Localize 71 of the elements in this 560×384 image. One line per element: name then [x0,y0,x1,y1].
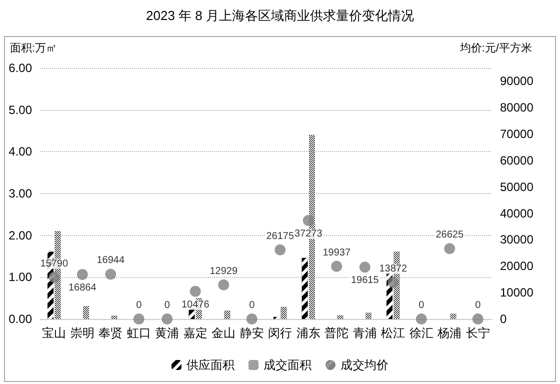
point [133,314,144,324]
point [302,215,314,226]
legend-label: 成交均价 [340,358,388,372]
data-label: 15790 [40,258,68,270]
point [388,276,399,288]
data-label: 16944 [96,255,125,266]
y-tick-label: 5.00 [8,102,32,117]
point [48,272,60,283]
legend-label: 供应面积 [186,358,234,372]
x-tick-label: 松江 [381,326,406,340]
y-tick-label: 0.00 [8,312,32,326]
y2-tick-label: 20000 [500,259,534,274]
y2-tick-label: 30000 [500,232,534,247]
point [416,314,427,324]
x-tick-label: 青浦 [352,326,377,340]
y2-tick-label: 70000 [500,127,534,142]
data-label: 10476 [181,299,210,310]
point [359,262,370,273]
y2-tick-label: 90000 [500,74,534,88]
x-tick-label: 徐汇 [409,326,434,340]
x-tick-label: 宝山 [42,326,66,340]
data-label: 16864 [68,282,97,294]
data-label: 13872 [379,263,408,274]
y-tick-label: 3.00 [8,186,32,200]
point [472,314,484,324]
x-tick-label: 崇明 [70,326,94,340]
data-label: 0 [249,300,256,311]
data-label: 37273 [294,228,323,240]
data-label: 26625 [436,230,464,241]
y2-tick-label: 40000 [500,206,534,220]
data-label: 26175 [266,230,294,242]
point [274,244,286,256]
y2-tick-label: 0 [500,312,507,326]
y-axis-title: 面积:万㎡ [10,42,58,54]
x-tick-label: 静安 [240,326,264,340]
point [105,268,116,280]
x-tick-label: 杨浦 [436,326,462,340]
x-tick-label: 长宁 [466,326,490,340]
point [218,279,230,290]
y-tick-label: 4.00 [8,144,32,159]
x-tick-label: 奉贤 [98,326,123,340]
y2-tick-label: 80000 [500,100,534,115]
data-label: 19937 [322,247,351,258]
data-label: 0 [164,300,170,311]
y-tick-label: 1.00 [8,270,32,284]
y2-tick-label: 10000 [500,286,534,300]
data-label: 0 [475,300,482,311]
data-label: 0 [418,300,425,311]
x-tick-label: 嘉定 [183,326,208,340]
y2-axis-title: 均价:元/平方米 [458,42,532,54]
point [190,286,201,297]
y2-tick-label: 50000 [500,180,534,194]
x-tick-label: 浦东 [296,326,320,340]
point [76,268,88,280]
x-tick-label: 金山 [212,326,236,340]
y-tick-label: 6.00 [8,61,32,75]
y2-tick-label: 60000 [500,153,534,168]
x-tick-label: 虹口 [126,326,151,340]
legend-label: 成交面积 [264,358,312,372]
x-tick-label: 闵行 [268,326,292,340]
x-tick-label: 普陀 [324,326,349,340]
point [162,314,173,324]
point [331,260,342,272]
chart-title: 2023 年 8 月上海各区域商业供求量价变化情况 [146,8,414,23]
point [444,243,456,254]
data-label: 19615 [350,275,380,286]
data-label: 0 [136,300,142,311]
data-label: 12929 [210,266,238,277]
x-tick-label: 黄浦 [155,326,180,340]
y-tick-label: 2.00 [8,228,32,242]
point [246,314,258,324]
